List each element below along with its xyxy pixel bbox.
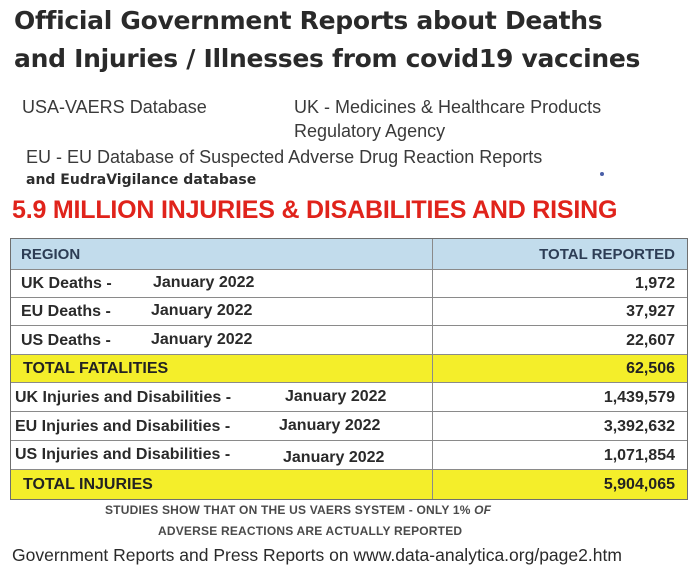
region-cell: [11, 355, 433, 382]
row-value: 22,607: [626, 332, 675, 349]
table-row: EU Injuries and Disabilities - January 2…: [11, 411, 687, 440]
row-value: 1,972: [634, 275, 675, 292]
source-eu-line-2: and EudraVigilance database: [26, 172, 257, 188]
source-eu-line-1: EU - EU Database of Suspected Adverse Dr…: [26, 147, 543, 167]
row-label: TOTAL FATALITIES: [23, 360, 169, 377]
row-date: January 2022: [153, 274, 255, 292]
region-cell: [11, 383, 433, 411]
row-label: TOTAL INJURIES: [23, 476, 153, 493]
region-cell: [11, 298, 433, 325]
row-value: 1,071,854: [603, 447, 675, 464]
table-row-total-fatalities: TOTAL FATALITIES 62,506: [11, 354, 687, 382]
region-cell: [11, 270, 433, 297]
table-row-total-injuries: TOTAL INJURIES 5,904,065: [11, 469, 687, 499]
title-line-2: and Injuries / Illnesses from covid19 va…: [14, 44, 641, 73]
row-date: January 2022: [285, 388, 387, 406]
region-cell: [11, 470, 433, 499]
row-date: January 2022: [151, 302, 253, 320]
table-header-row: REGION TOTAL REPORTED: [11, 239, 687, 269]
source-uk-line-1: UK - Medicines & Healthcare Products: [294, 97, 602, 117]
row-date: January 2022: [283, 449, 385, 467]
row-value: 3,392,632: [603, 418, 675, 435]
reports-table: REGION TOTAL REPORTED UK Deaths - Januar…: [10, 238, 688, 500]
title-line-1: Official Government Reports about Deaths: [14, 6, 603, 35]
region-cell: [11, 326, 433, 354]
region-cell: [11, 441, 433, 469]
table-row: EU Deaths - January 2022 37,927: [11, 297, 687, 325]
row-value: 1,439,579: [603, 389, 675, 406]
header-cell-region: [11, 239, 433, 269]
note-line-1: STUDIES SHOW THAT ON THE US VAERS SYSTEM…: [105, 503, 491, 517]
row-label: UK Injuries and Disabilities -: [15, 389, 232, 406]
row-label: EU Injuries and Disabilities -: [15, 418, 231, 435]
row-label: US Injuries and Disabilities -: [15, 446, 231, 463]
table-row: UK Injuries and Disabilities - January 2…: [11, 382, 687, 411]
footer-text: Government Reports and Press Reports on …: [12, 545, 622, 565]
table-row: US Deaths - January 2022 22,607: [11, 325, 687, 354]
note-line-1-text: STUDIES SHOW THAT ON THE US VAERS SYSTEM…: [105, 503, 475, 517]
source-usa: USA-VAERS Database: [22, 97, 207, 117]
note-line-1-italic: OF: [474, 503, 492, 517]
decorative-dot: [600, 172, 604, 176]
row-label: US Deaths -: [21, 332, 111, 349]
row-value: 62,506: [626, 360, 675, 377]
table-row: UK Deaths - January 2022 1,972: [11, 269, 687, 297]
note-line-2: ADVERSE REACTIONS ARE ACTUALLY REPORTED: [158, 524, 463, 538]
row-value: 5,904,065: [603, 476, 675, 493]
row-label: EU Deaths -: [21, 303, 111, 320]
table-row: US Injuries and Disabilities - January 2…: [11, 440, 687, 469]
row-label: UK Deaths -: [21, 275, 112, 292]
headline: 5.9 MILLION INJURIES & DISABILITIES AND …: [12, 196, 618, 224]
row-date: January 2022: [151, 331, 253, 349]
header-region: REGION: [21, 246, 81, 263]
region-cell: [11, 412, 433, 440]
row-date: January 2022: [279, 417, 381, 435]
source-uk-line-2: Regulatory Agency: [294, 121, 446, 141]
row-value: 37,927: [626, 303, 675, 320]
header-total-reported: TOTAL REPORTED: [539, 246, 675, 263]
